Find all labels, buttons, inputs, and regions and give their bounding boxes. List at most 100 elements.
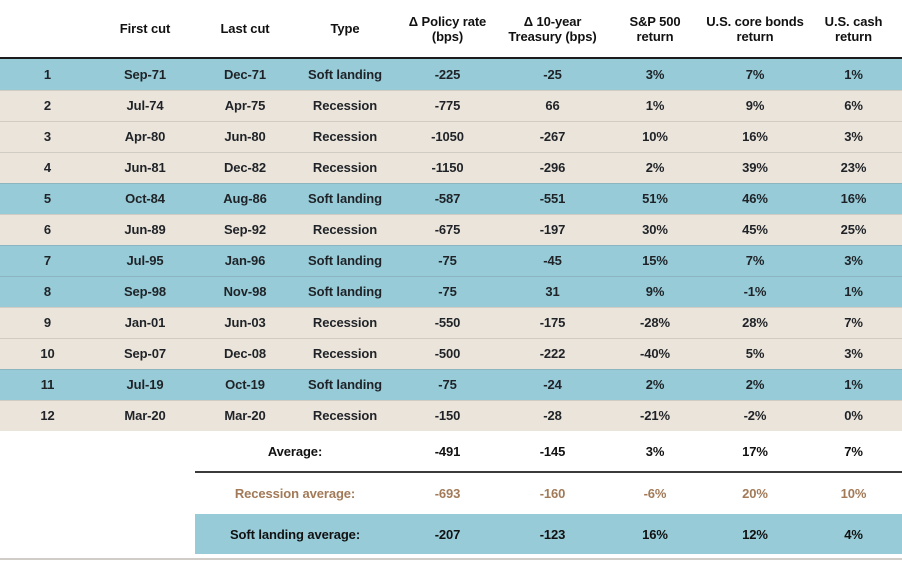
cell-cash-return: 1% — [844, 67, 863, 82]
table-row-10: 10 Sep-07 Dec-08 Recession -500 -222 -40% 5% 3% — [0, 338, 902, 369]
summary-core-bonds-return: 20% — [742, 486, 768, 501]
cell-core-bonds-return: 46% — [742, 191, 768, 206]
cell-treasury-10y: -45 — [543, 253, 562, 268]
cell-core-bonds-return: 7% — [745, 67, 765, 82]
cell-treasury-10y: -28 — [543, 408, 562, 423]
cell-index: 6 — [43, 222, 52, 237]
cell-sp500-return: 51% — [642, 191, 668, 206]
cell-last-cut: Aug-86 — [223, 191, 267, 206]
cell-policy-rate: -500 — [434, 346, 461, 361]
summary-treasury-10y: -160 — [539, 486, 566, 501]
cell-type: Recession — [312, 98, 378, 113]
cell-sp500-return: -21% — [640, 408, 670, 423]
summary-policy-rate: -693 — [434, 486, 461, 501]
summary-treasury-10y: -145 — [539, 443, 566, 459]
header-type: Type — [295, 21, 395, 36]
cell-policy-rate: -225 — [434, 67, 461, 82]
header-first-cut: First cut — [95, 21, 195, 36]
cell-policy-rate: -1050 — [431, 129, 464, 144]
table-row-5: 5 Oct-84 Aug-86 Soft landing -587 -551 51% 46% 1… — [0, 183, 902, 214]
cell-type: Soft landing — [308, 377, 382, 392]
header-sp500-return-line: S&P 500 — [629, 13, 681, 29]
header-core-bonds-return: U.S. core bonds return — [705, 14, 805, 44]
cell-cash-return: 1% — [844, 284, 863, 299]
cell-first-cut: Jun-89 — [124, 222, 166, 237]
cell-policy-rate: -75 — [438, 253, 457, 268]
cell-type: Soft landing — [308, 191, 382, 206]
header-treasury-10y-line: Δ 10-year — [523, 13, 582, 29]
header-first-cut-line: First cut — [119, 21, 171, 36]
cell-last-cut: Jun-03 — [224, 315, 266, 330]
cell-first-cut: Jul-74 — [126, 98, 164, 113]
header-policy-rate-line: (bps) — [431, 28, 464, 44]
summary-treasury-10y: -123 — [539, 526, 566, 542]
cell-first-cut: Jul-95 — [126, 253, 164, 268]
header-treasury-10y: Δ 10-year Treasury (bps) — [500, 14, 605, 44]
cell-core-bonds-return: 7% — [745, 253, 765, 268]
cell-first-cut: Apr-80 — [124, 129, 166, 144]
cell-treasury-10y: -267 — [539, 129, 566, 144]
cell-index: 8 — [43, 284, 52, 299]
cell-treasury-10y: -25 — [543, 67, 562, 82]
cell-first-cut: Oct-84 — [125, 191, 165, 206]
cell-type: Soft landing — [308, 67, 382, 82]
table-row-3: 3 Apr-80 Jun-80 Recession -1050 -267 10% 16% 3% — [0, 121, 902, 152]
cell-policy-rate: -675 — [434, 222, 461, 237]
cell-core-bonds-return: -1% — [743, 284, 767, 299]
cell-policy-rate: -1150 — [431, 160, 464, 175]
header-core-bonds-return-line: return — [736, 28, 774, 44]
cell-core-bonds-return: 45% — [742, 222, 768, 237]
cell-cash-return: 25% — [840, 222, 867, 237]
header-cash-return-line: U.S. cash — [824, 13, 883, 29]
cell-sp500-return: 2% — [645, 160, 665, 175]
table-row-8: 8 Sep-98 Nov-98 Soft landing -75 31 9% -1% 1% — [0, 276, 902, 307]
cell-sp500-return: 30% — [642, 222, 668, 237]
header-last-cut-line: Last cut — [220, 21, 270, 36]
cell-sp500-return: 15% — [642, 253, 668, 268]
header-policy-rate: Δ Policy rate (bps) — [395, 14, 500, 44]
cell-last-cut: Dec-71 — [223, 67, 267, 82]
table-row-12: 12 Mar-20 Mar-20 Recession -150 -28 -21% -2% 0% — [0, 400, 902, 431]
cell-first-cut: Jul-19 — [126, 377, 164, 392]
cell-treasury-10y: -296 — [539, 160, 566, 175]
summary-policy-rate: -491 — [434, 443, 461, 459]
cell-first-cut: Sep-71 — [123, 67, 167, 82]
cell-first-cut: Mar-20 — [124, 408, 166, 423]
cell-sp500-return: 1% — [645, 98, 665, 113]
cell-index: 7 — [43, 253, 52, 268]
cell-cash-return: 0% — [844, 408, 863, 423]
cell-policy-rate: -775 — [434, 98, 461, 113]
header-last-cut: Last cut — [195, 21, 295, 36]
cell-last-cut: Apr-75 — [224, 98, 266, 113]
cell-treasury-10y: -222 — [539, 346, 566, 361]
cell-policy-rate: -587 — [434, 191, 461, 206]
table-row-2: 2 Jul-74 Apr-75 Recession -775 66 1% 9% 6% — [0, 90, 902, 121]
cell-sp500-return: 10% — [642, 129, 668, 144]
cell-first-cut: Sep-07 — [123, 346, 167, 361]
summary-core-bonds-return: 17% — [742, 443, 768, 459]
cell-cash-return: 3% — [844, 129, 863, 144]
summary-cash-return: 10% — [840, 486, 867, 501]
cell-type: Soft landing — [308, 284, 382, 299]
table-row-9: 9 Jan-01 Jun-03 Recession -550 -175 -28% 28% 7% — [0, 307, 902, 338]
cell-last-cut: Jun-80 — [224, 129, 266, 144]
cell-cash-return: 3% — [844, 346, 863, 361]
cell-last-cut: Sep-92 — [223, 222, 267, 237]
cell-cash-return: 23% — [840, 160, 867, 175]
cell-sp500-return: 3% — [645, 67, 665, 82]
cell-core-bonds-return: 39% — [742, 160, 768, 175]
cell-type: Soft landing — [308, 253, 382, 268]
cell-treasury-10y: -24 — [543, 377, 562, 392]
cell-cash-return: 1% — [844, 377, 863, 392]
cell-type: Recession — [312, 129, 378, 144]
cell-cash-return: 16% — [840, 191, 867, 206]
table-row-7: 7 Jul-95 Jan-96 Soft landing -75 -45 15% 7% 3% — [0, 245, 902, 276]
cell-treasury-10y: 31 — [545, 284, 560, 299]
cell-core-bonds-return: 16% — [742, 129, 768, 144]
header-core-bonds-return-line: U.S. core bonds — [706, 13, 804, 29]
cell-policy-rate: -75 — [438, 284, 457, 299]
cell-sp500-return: 2% — [645, 377, 665, 392]
header-type-line: Type — [330, 21, 360, 36]
summary-row-average: Average: -491 -145 3% 17% 7% — [0, 431, 902, 471]
